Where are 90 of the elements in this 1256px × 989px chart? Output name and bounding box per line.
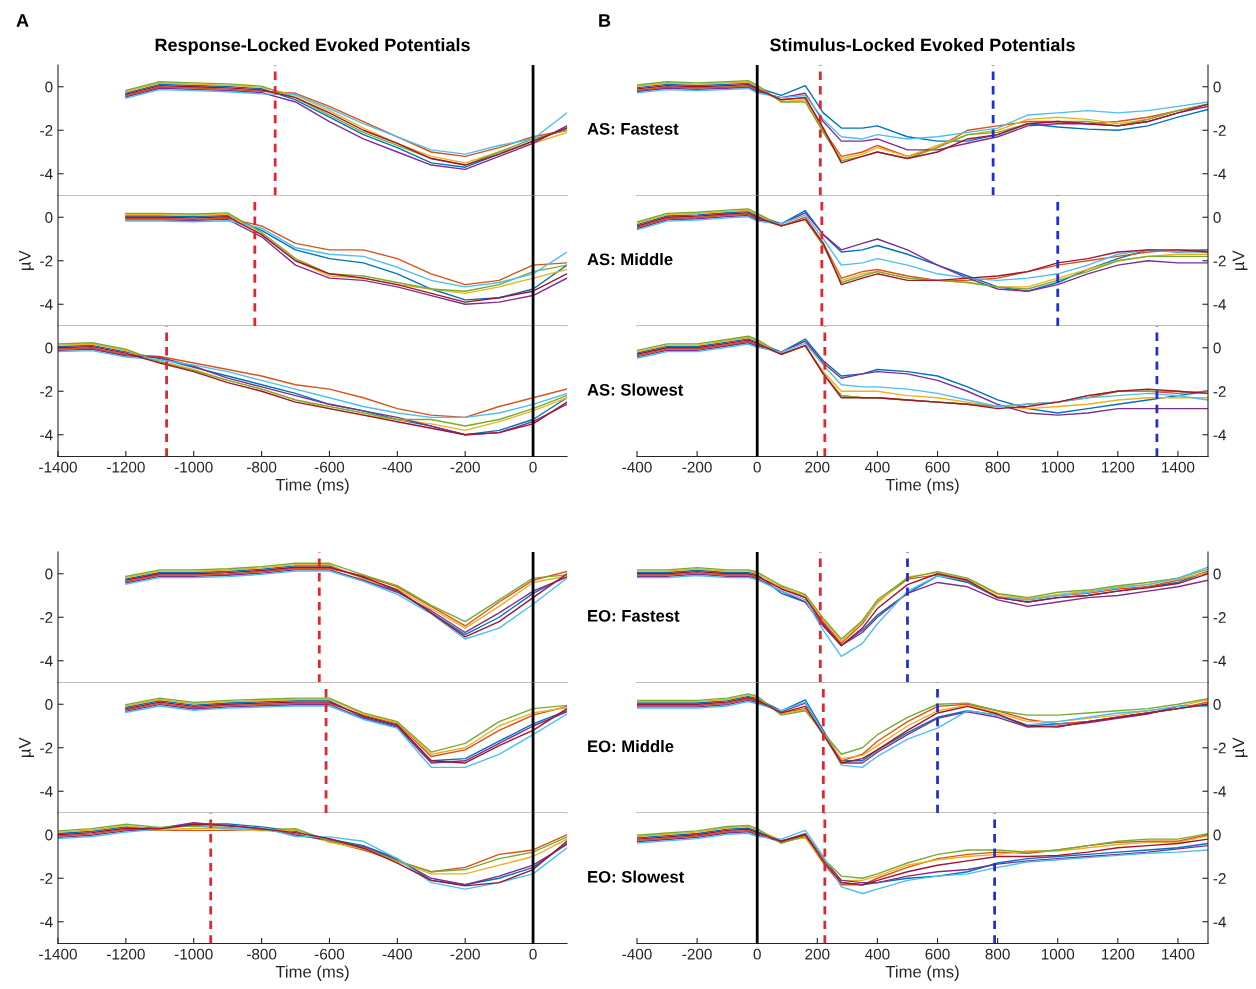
x-tick-label: 1400	[1162, 948, 1195, 960]
x-tick-label: 800	[985, 461, 1010, 473]
y-axis-title: µV	[1232, 737, 1248, 757]
y-axis-title: µV	[1232, 250, 1248, 270]
x-tick-label: 400	[865, 948, 890, 960]
y-tick-label: 0	[45, 342, 53, 354]
chart-title: Response-Locked Evoked Potentials	[155, 38, 470, 55]
x-tick-label: 1200	[1102, 948, 1135, 960]
y-tick-label: 0	[45, 699, 53, 710]
x-tick-label: -1400	[39, 948, 77, 960]
x-axis-title: Time (ms)	[885, 478, 959, 494]
x-tick-label: 200	[805, 461, 830, 473]
y-axis-title: µV	[19, 250, 34, 270]
y-tick-label: -4	[40, 299, 53, 310]
y-tick-label: 0	[1213, 568, 1221, 580]
x-tick-label: 1000	[1041, 461, 1075, 473]
x-tick-label: 1000	[1041, 948, 1075, 960]
text: A	[16, 14, 29, 27]
y-tick-label: -4	[40, 916, 53, 928]
x-axis-title: Time (ms)	[275, 478, 349, 494]
y-tick-label: 0	[45, 81, 53, 93]
chart-title: Stimulus-Locked Evoked Potentials	[770, 38, 1075, 52]
x-tick-label: -1000	[174, 461, 213, 473]
annotation: EO: Slowest	[588, 870, 685, 883]
y-tick-label: -4	[1213, 299, 1226, 310]
x-tick-label: -1400	[39, 461, 77, 473]
y-tick-label: -4	[1213, 168, 1226, 180]
y-tick-label: 0	[1213, 829, 1221, 841]
y-tick-label: -4	[40, 168, 53, 180]
y-tick-label: -4	[40, 655, 53, 667]
x-tick-label: -600	[314, 461, 345, 473]
y-tick-label: -2	[1213, 125, 1226, 136]
x-tick-label: -400	[382, 948, 413, 960]
x-tick-label: 0	[753, 948, 761, 960]
y-tick-label: 0	[45, 212, 53, 223]
y-tick-label: -4	[1213, 786, 1226, 797]
y-tick-label: -4	[1213, 429, 1226, 441]
y-tick-label: -2	[1213, 386, 1226, 397]
y-tick-label: 0	[1213, 81, 1221, 93]
x-tick-label: -800	[246, 461, 277, 473]
annotation: AS: Slowest	[587, 383, 684, 396]
y-tick-label: -4	[1213, 655, 1226, 667]
x-tick-label: -400	[622, 948, 652, 960]
x-tick-label: -200	[450, 948, 480, 960]
x-tick-label: 1400	[1162, 461, 1195, 473]
y-tick-label: -2	[40, 255, 53, 267]
y-tick-label: -2	[1213, 742, 1226, 754]
y-tick-label: -2	[40, 873, 53, 884]
x-tick-label: -200	[450, 461, 480, 473]
x-tick-label: 200	[805, 948, 830, 960]
x-tick-label: 600	[925, 948, 950, 960]
annotation: AS: Middle	[587, 252, 673, 266]
y-tick-label: -2	[40, 125, 53, 136]
x-tick-label: -400	[382, 461, 413, 473]
y-tick-label: -2	[1213, 612, 1226, 623]
x-tick-label: -200	[682, 948, 712, 960]
annotation: EO: Fastest	[588, 609, 680, 622]
y-tick-label: -4	[40, 786, 53, 797]
x-tick-label: 600	[925, 461, 950, 473]
y-tick-label: -2	[40, 612, 53, 623]
y-tick-label: 0	[45, 829, 53, 841]
y-tick-label: -2	[40, 742, 53, 754]
y-tick-label: 0	[1213, 699, 1221, 710]
x-tick-label: 400	[865, 461, 890, 473]
y-tick-label: -2	[1213, 255, 1226, 267]
y-tick-label: 0	[1213, 212, 1221, 223]
y-tick-label: -2	[40, 386, 53, 397]
y-tick-label: 0	[45, 568, 53, 580]
x-tick-label: -200	[682, 461, 712, 473]
annotation: EO: Middle	[588, 739, 674, 753]
x-tick-label: 1200	[1102, 461, 1135, 473]
y-tick-label: -4	[40, 429, 53, 441]
x-axis-title: Time (ms)	[885, 965, 959, 981]
x-tick-label: 0	[529, 948, 537, 960]
x-tick-label: 0	[753, 461, 761, 473]
text: B	[599, 14, 611, 27]
x-axis-title: Time (ms)	[275, 965, 349, 981]
x-tick-label: -1200	[107, 948, 145, 960]
x-tick-label: 800	[985, 948, 1010, 960]
x-tick-label: -1000	[174, 948, 213, 960]
annotation: AS: Fastest	[587, 122, 679, 135]
y-tick-label: -2	[1213, 873, 1226, 884]
x-tick-label: 0	[529, 461, 537, 473]
x-tick-label: -600	[314, 948, 345, 960]
y-tick-label: -4	[1213, 916, 1226, 928]
x-tick-label: -800	[246, 948, 277, 960]
y-axis-title: µV	[19, 737, 34, 757]
x-tick-label: -1200	[107, 461, 145, 473]
y-tick-label: 0	[1213, 342, 1221, 354]
x-tick-label: -400	[622, 461, 652, 473]
